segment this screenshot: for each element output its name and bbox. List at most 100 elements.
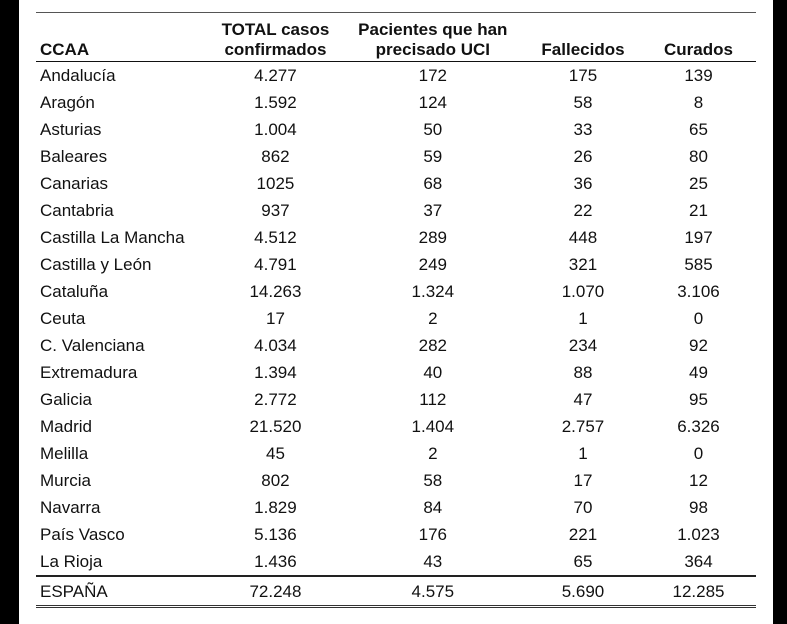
table-row: Asturias 1.004 50 33 65: [36, 116, 756, 143]
table-row: Castilla y León 4.791 249 321 585: [36, 251, 756, 278]
cell-casos: 1.829: [254, 498, 297, 517]
cell-fallecidos: 321: [568, 255, 598, 274]
table-header: CCAA TOTAL casos confirmados Pacientes qu…: [36, 12, 756, 62]
header-uci: Pacientes que han precisado UCI: [340, 12, 525, 62]
table-footer: ESPAÑA 72.248 4.575 5.690 12.285: [36, 575, 756, 608]
cell-casos: 45: [265, 444, 285, 463]
cell-ccaa: Cataluña: [40, 282, 109, 301]
covid-ccaa-table: CCAA TOTAL casos confirmados Pacientes qu…: [36, 12, 756, 608]
cell-curados: 8: [693, 93, 704, 112]
cell-ccaa: Cantabria: [40, 201, 114, 220]
cell-curados: 0: [693, 444, 704, 463]
cell-uci: 172: [418, 66, 447, 85]
table-row: Cantabria 937 37 22 21: [36, 197, 756, 224]
table-row: Ceuta 17 2 1 0: [36, 305, 756, 332]
header-total-casos: TOTAL casos confirmados: [210, 12, 341, 62]
cell-fallecidos: 26: [573, 147, 593, 166]
cell-curados: 6.326: [677, 417, 720, 436]
cell-curados: 95: [689, 390, 708, 409]
cell-ccaa: Andalucía: [40, 66, 116, 85]
cell-casos: 862: [261, 147, 290, 166]
cell-curados: 92: [689, 336, 708, 355]
total-uci: 4.575: [340, 575, 525, 608]
cell-uci: 112: [419, 390, 447, 409]
cell-ccaa: Madrid: [40, 417, 92, 436]
cell-ccaa: País Vasco: [40, 525, 125, 544]
cell-uci: 1.404: [411, 417, 455, 436]
cell-uci: 40: [423, 363, 443, 382]
cell-ccaa: Navarra: [40, 498, 101, 517]
cell-casos: 21.520: [249, 417, 302, 436]
cell-fallecidos: 22: [573, 201, 593, 220]
cell-curados: 585: [684, 255, 713, 274]
cell-uci: 43: [423, 552, 443, 571]
table-row: Aragón 1.592 124 58 8: [36, 89, 756, 116]
cell-casos: 5.136: [254, 525, 297, 544]
cell-ccaa: Canarias: [40, 174, 109, 193]
cell-uci: 84: [423, 498, 443, 517]
cell-uci: 282: [418, 336, 447, 355]
cell-fallecidos: 175: [568, 66, 598, 85]
total-curados: 12.285: [641, 575, 756, 608]
table-row: C. Valenciana 4.034 282 234 92: [36, 332, 756, 359]
cell-ccaa: C. Valenciana: [40, 336, 145, 355]
cell-curados: 49: [689, 363, 708, 382]
cell-fallecidos: 47: [573, 390, 593, 409]
cell-casos: 4.512: [254, 228, 297, 247]
cell-curados: 25: [689, 174, 708, 193]
cell-fallecidos: 1: [578, 444, 588, 463]
cell-uci: 37: [423, 201, 443, 220]
table-body: Andalucía 4.277 172 175 139 Aragón 1.592 124 58 8…: [36, 62, 756, 577]
cell-casos: 802: [261, 471, 290, 490]
cell-curados: 12: [689, 471, 708, 490]
table-row: Canarias 1025 68 36 25: [36, 170, 756, 197]
cell-uci: 124: [418, 93, 447, 112]
table-row: Castilla La Mancha 4.512 289 448 197: [36, 224, 756, 251]
cell-curados: 139: [684, 66, 713, 85]
cell-curados: 0: [693, 309, 704, 328]
cell-casos: 1.004: [254, 120, 297, 139]
cell-fallecidos: 36: [573, 174, 593, 193]
cell-uci: 2: [428, 309, 438, 328]
header-fallecidos: Fallecidos: [524, 12, 641, 62]
total-casos: 72.248: [210, 575, 341, 608]
table-row: Extremadura 1.394 40 88 49: [36, 359, 756, 386]
cell-uci: 59: [423, 147, 443, 166]
cell-curados: 98: [689, 498, 708, 517]
table-row: País Vasco 5.136 176 221 1.023: [36, 521, 756, 548]
cell-ccaa: Melilla: [40, 444, 89, 463]
cell-fallecidos: 1.070: [561, 282, 605, 301]
cell-fallecidos: 88: [573, 363, 593, 382]
cell-fallecidos: 1: [578, 309, 588, 328]
cell-uci: 1.324: [411, 282, 455, 301]
cell-curados: 197: [684, 228, 713, 247]
cell-uci: 2: [428, 444, 438, 463]
cell-ccaa: Castilla La Mancha: [40, 228, 185, 247]
header-curados: Curados: [641, 12, 756, 62]
cell-casos: 17: [265, 309, 285, 328]
cell-curados: 21: [689, 201, 708, 220]
cell-fallecidos: 2.757: [561, 417, 605, 436]
total-ccaa: ESPAÑA: [36, 575, 211, 608]
table-row: Cataluña 14.263 1.324 1.070 3.106: [36, 278, 756, 305]
cell-curados: 80: [689, 147, 708, 166]
table-row: Navarra 1.829 84 70 98: [36, 494, 756, 521]
cell-fallecidos: 234: [568, 336, 598, 355]
cell-fallecidos: 70: [573, 498, 593, 517]
total-fallecidos: 5.690: [524, 575, 641, 608]
cell-casos: 1.394: [254, 363, 297, 382]
cell-uci: 289: [418, 228, 447, 247]
document-sheet: CCAA TOTAL casos confirmados Pacientes qu…: [19, 0, 773, 624]
cell-curados: 1.023: [677, 525, 720, 544]
cell-fallecidos: 17: [573, 471, 593, 490]
cell-ccaa: Castilla y León: [40, 255, 152, 274]
cell-casos: 937: [261, 201, 290, 220]
cell-curados: 65: [689, 120, 708, 139]
cell-ccaa: Murcia: [40, 471, 92, 490]
cell-fallecidos: 33: [573, 120, 593, 139]
table-row: Murcia 802 58 17 12: [36, 467, 756, 494]
cell-ccaa: Ceuta: [40, 309, 86, 328]
cell-ccaa: Aragón: [40, 93, 95, 112]
cell-fallecidos: 65: [573, 552, 593, 571]
cell-uci: 68: [423, 174, 443, 193]
